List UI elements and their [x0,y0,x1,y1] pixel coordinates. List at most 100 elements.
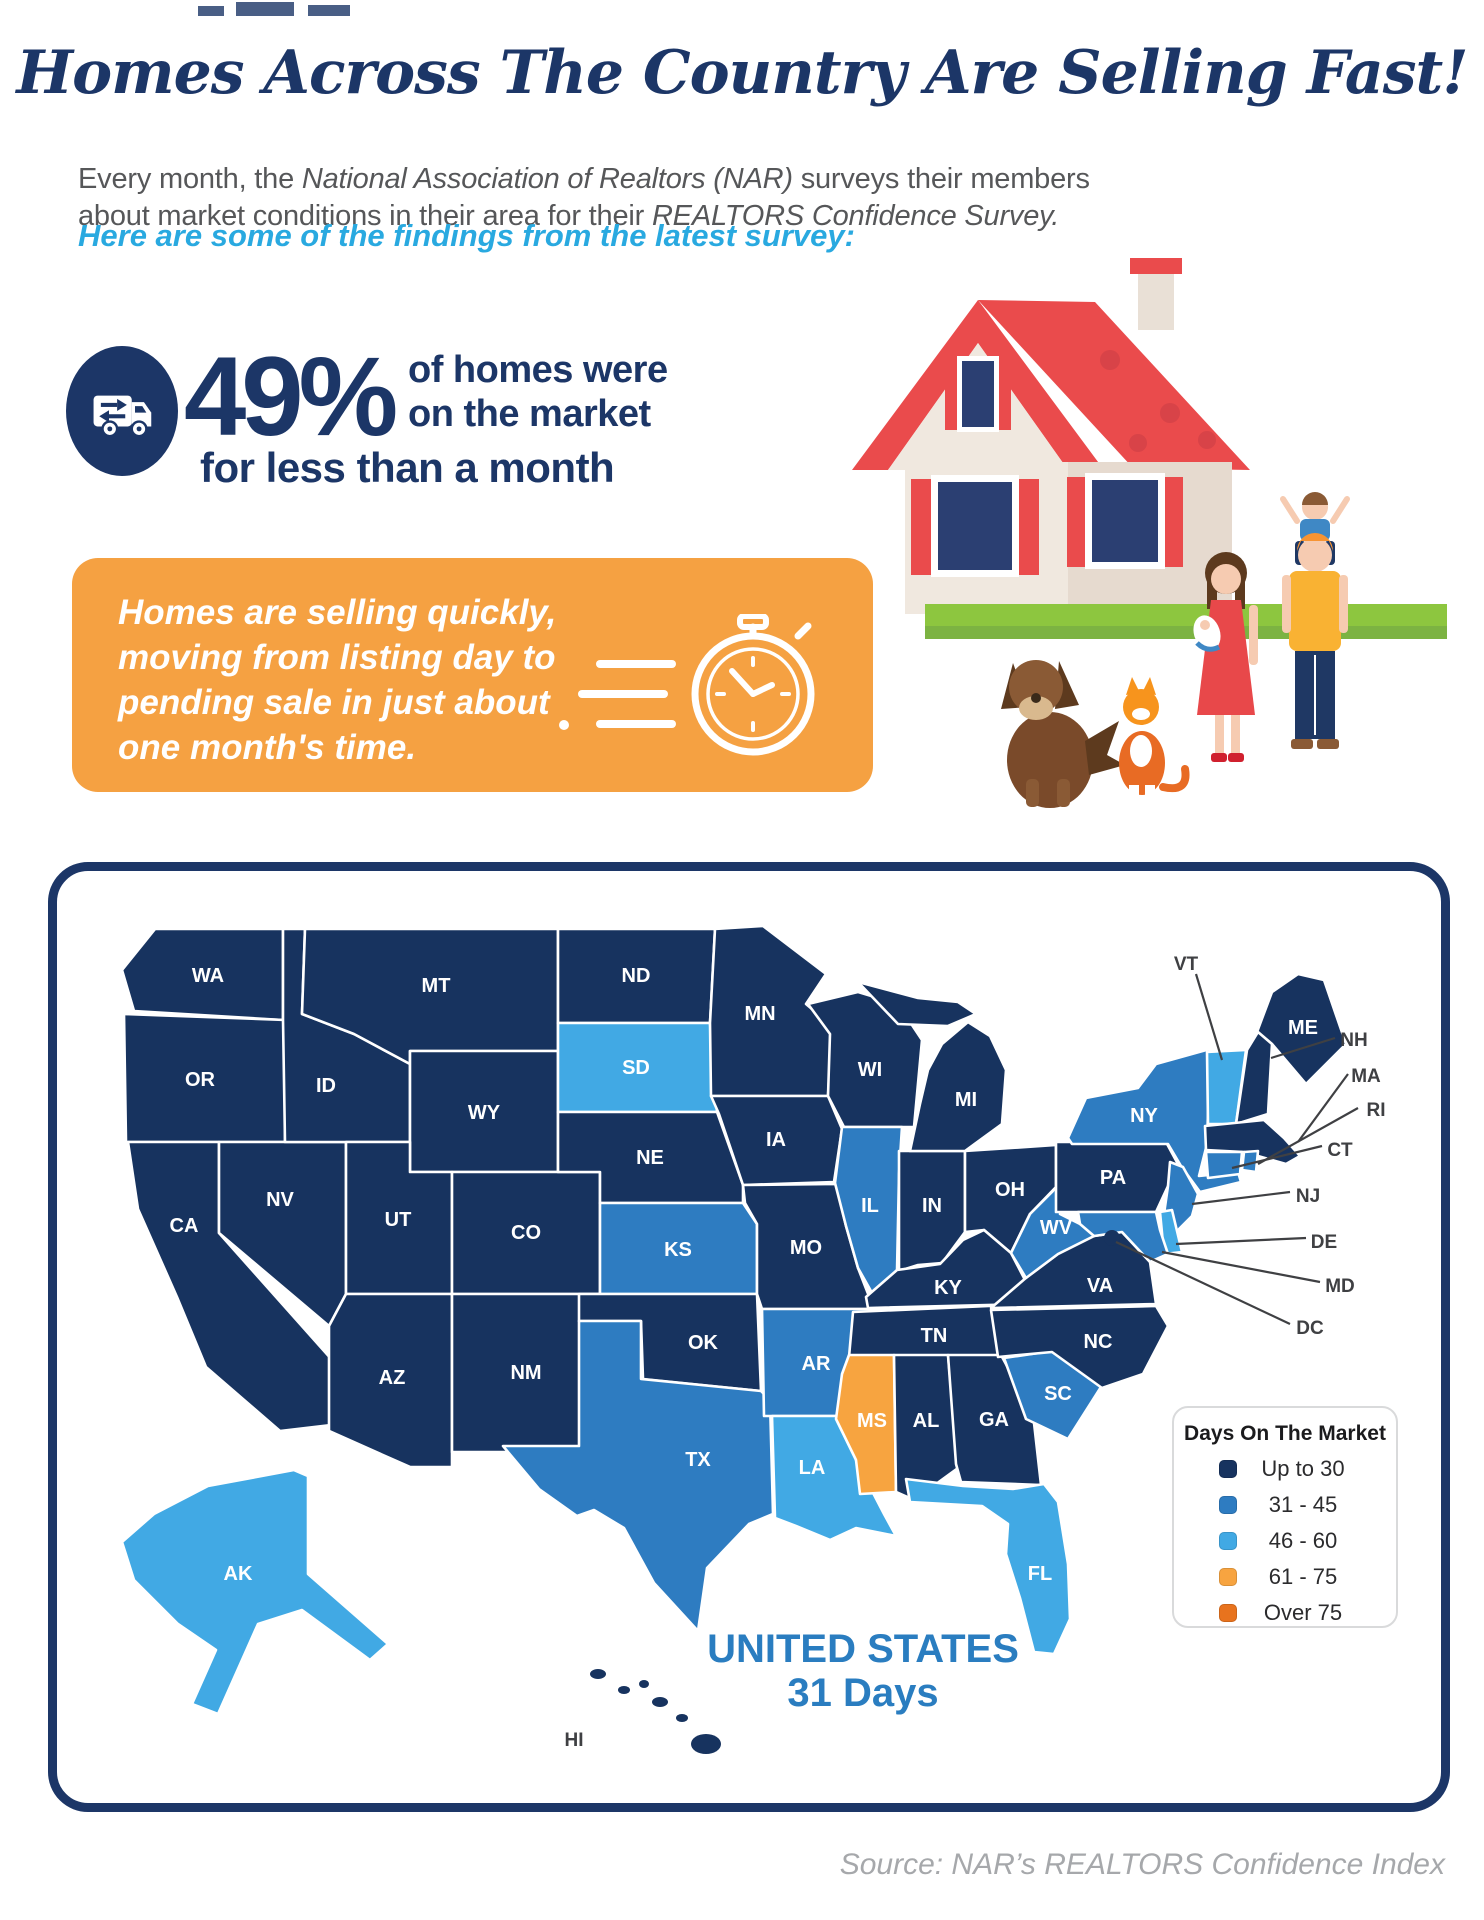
svg-text:MA: MA [1351,1066,1381,1087]
us-average-line2: 31 Days [787,1671,938,1715]
attic-window [945,356,1011,432]
svg-text:CA: CA [170,1215,199,1237]
svg-text:NV: NV [266,1189,294,1211]
state-MD [1076,1210,1170,1264]
svg-text:AL: AL [913,1410,940,1432]
us-average-line1: UNITED STATES [707,1627,1019,1671]
svg-text:WV: WV [1040,1217,1073,1239]
state-RI [1240,1149,1260,1174]
svg-text:DC: DC [1296,1318,1324,1339]
intro-italic-survey: REALTORS Confidence Survey. [651,200,1060,232]
svg-text:WY: WY [468,1102,501,1124]
legend-item: 61 - 75 [1174,1564,1396,1590]
moving-truck-icon [93,395,152,438]
callout-line3: pending sale in just about [118,683,550,722]
legend-title: Days On The Market [1184,1422,1386,1445]
svg-text:MN: MN [744,1003,775,1025]
stat-line2: on the market [408,393,651,435]
svg-text:VA: VA [1087,1275,1113,1297]
stat-line1: of homes were [408,349,668,391]
state-FL: FL [904,1477,1072,1656]
svg-text:NH: NH [1340,1030,1367,1051]
svg-text:WI: WI [858,1059,882,1081]
state-PA: PA [1054,1140,1181,1214]
dog-illustration [1001,660,1125,808]
svg-text:NC: NC [1084,1331,1113,1353]
svg-text:VT: VT [1174,954,1199,975]
legend-swatch-over-75 [1219,1604,1237,1622]
svg-text:IL: IL [861,1195,879,1217]
svg-text:ID: ID [316,1075,336,1097]
state-ME: ME [1255,972,1348,1086]
svg-text:MT: MT [422,975,451,997]
map-callouts: VT NH MA RI CT NJ DE MD DC [1115,954,1386,1339]
stat-icon-circle [66,346,178,476]
svg-text:HI: HI [565,1730,584,1751]
page-title: Homes Across The Country Are Selling Fas… [16,38,1468,108]
svg-text:TN: TN [921,1325,948,1347]
state-SC: SC [1002,1349,1103,1441]
state-AZ: AZ [327,1292,454,1469]
state-KS: KS [598,1201,759,1296]
state-HI: HI [565,1669,721,1754]
grass [925,604,1447,639]
state-TX: TX [501,1319,775,1633]
state-SD: SD [556,1021,719,1114]
svg-text:GA: GA [979,1409,1009,1431]
state-ND: ND [556,927,717,1025]
state-KY: KY [864,1228,1033,1310]
legend-item: Over 75 [1174,1600,1396,1626]
svg-text:ME: ME [1288,1017,1318,1039]
selling-quickly-callout: Homes are selling quickly, moving from l… [72,558,873,792]
legend-swatch-61-75 [1219,1568,1237,1586]
stopwatch-icon [559,614,815,756]
svg-text:AK: AK [224,1563,253,1585]
stat-line3: for less than a month [200,444,615,491]
legend-swatch-46-60 [1219,1532,1237,1550]
state-NH [1234,1030,1274,1126]
state-CT [1204,1150,1244,1180]
stat-lines: of homes were on the market [408,348,668,436]
svg-text:OR: OR [185,1069,216,1091]
svg-text:CT: CT [1327,1140,1353,1161]
house-family-illustration [852,258,1447,808]
svg-text:FL: FL [1028,1563,1052,1585]
legend-item: 31 - 45 [1174,1492,1396,1518]
state-CO: CO [450,1170,602,1296]
callout-line2: moving from listing day to [118,638,556,677]
state-MI: MI [856,980,1008,1153]
state-WV: WV [1009,1183,1114,1280]
svg-text:AZ: AZ [379,1367,406,1389]
svg-text:TX: TX [685,1449,711,1471]
svg-text:IN: IN [922,1195,942,1217]
svg-text:SD: SD [622,1057,650,1079]
callout-text: Homes are selling quickly, moving from l… [118,590,556,770]
callout-line1: Homes are selling quickly, [118,593,557,632]
svg-text:LA: LA [799,1457,826,1479]
svg-text:MS: MS [857,1410,887,1432]
state-OR: OR [122,1012,287,1144]
house-roof [852,300,1250,470]
source-attribution: Source: NAR’s REALTORS Confidence Index [839,1848,1445,1881]
svg-text:DE: DE [1311,1232,1337,1253]
legend-item: Up to 30 [1174,1456,1396,1482]
svg-text:AR: AR [802,1353,831,1375]
svg-text:CO: CO [511,1222,541,1244]
svg-text:MD: MD [1325,1276,1355,1297]
cat-illustration [1119,677,1190,795]
state-AK: AK [120,1468,390,1716]
svg-text:NE: NE [636,1147,664,1169]
intro-part2: surveys their members about market condi… [78,163,1090,232]
svg-text:ND: ND [622,965,651,987]
svg-text:IA: IA [766,1129,786,1151]
svg-text:PA: PA [1100,1167,1126,1189]
svg-text:KS: KS [664,1239,692,1261]
svg-text:NY: NY [1130,1105,1158,1127]
svg-text:WA: WA [192,965,224,987]
svg-text:OK: OK [688,1332,719,1354]
svg-text:MO: MO [790,1237,822,1259]
right-window [1067,473,1183,569]
stat-value: 49% [184,334,398,459]
legend-item: 46 - 60 [1174,1528,1396,1554]
legend-swatch-31-45 [1219,1496,1237,1514]
